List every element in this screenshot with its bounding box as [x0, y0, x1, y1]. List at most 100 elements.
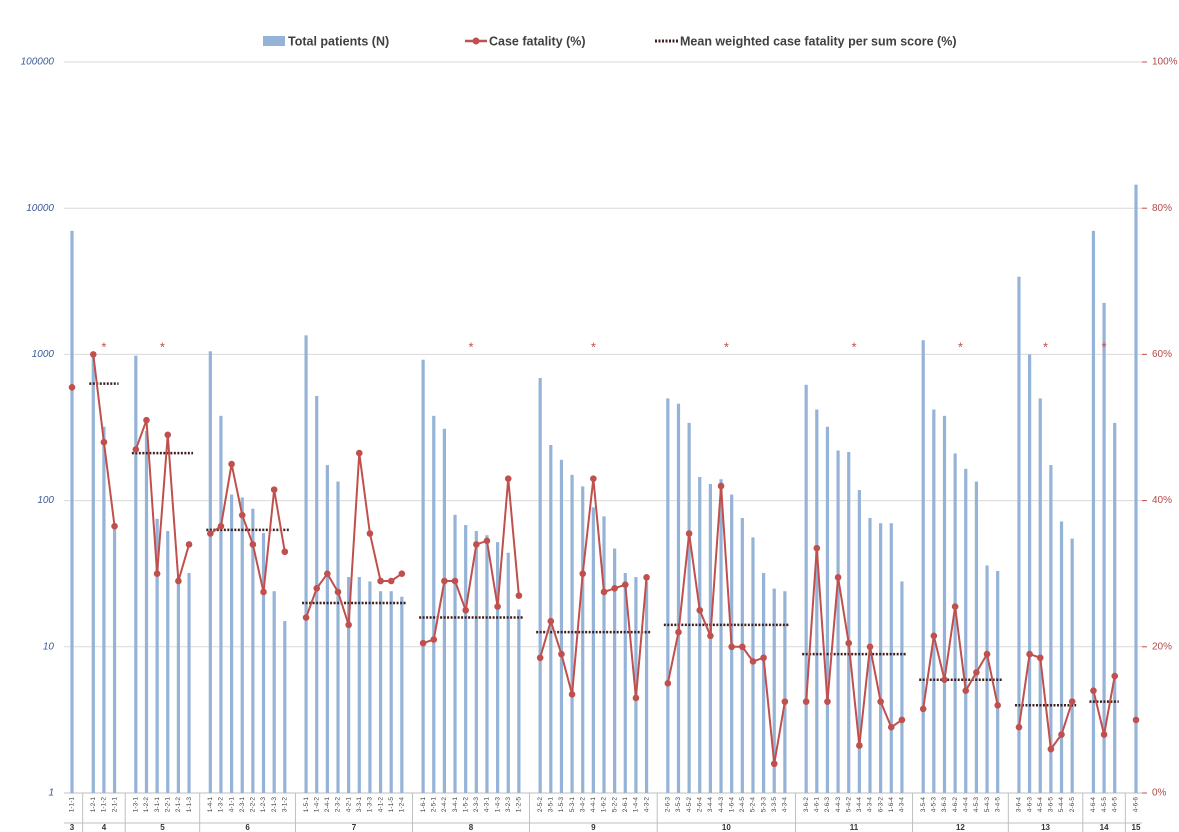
group-label: 12 — [956, 823, 965, 832]
x-tick-label: 1-1-1 — [69, 797, 76, 813]
fatality-point — [334, 588, 342, 596]
group-label: 4 — [102, 823, 107, 832]
fatality-point — [132, 446, 140, 453]
fatality-point — [89, 351, 97, 358]
x-tick-label: 1-4-1 — [207, 797, 214, 813]
y-tick-label: 100 — [37, 495, 54, 506]
bar — [996, 570, 1000, 793]
bar — [602, 516, 606, 793]
fatality-point — [398, 570, 406, 577]
fatality-point — [366, 530, 374, 537]
bar — [102, 426, 106, 793]
x-tick-label: 4-3-2 — [643, 797, 650, 813]
x-tick-label: 2-1-2 — [175, 797, 182, 813]
fatality-point — [973, 669, 980, 676]
x-tick-label: 4-3-4 — [782, 797, 789, 813]
x-tick-label: 3-6-4 — [1016, 797, 1023, 813]
fatality-point — [355, 449, 363, 457]
bar — [496, 542, 500, 793]
x-tick-label: 4-6-3 — [1026, 797, 1033, 813]
fatality-point — [462, 606, 469, 614]
fatality-point — [632, 694, 640, 702]
group-label: 7 — [352, 823, 357, 832]
fatality-point — [834, 574, 842, 581]
fatality-point — [1026, 650, 1033, 658]
fatality-line — [134, 419, 191, 582]
x-tick-label: 1-1-3 — [186, 797, 193, 813]
group-label: 9 — [591, 823, 596, 832]
x-tick-label: 2-5-1 — [430, 797, 437, 813]
fatality-point — [813, 544, 821, 552]
bar — [517, 609, 521, 793]
x-tick-label: 4-4-4 — [962, 797, 969, 813]
y-tick-label: 100000 — [21, 57, 55, 68]
fatality-point — [590, 475, 597, 482]
y-tick-label: 10000 — [26, 203, 54, 214]
x-tick-label: 2-3-1 — [239, 797, 246, 813]
significance-mark: * — [591, 339, 596, 354]
bar — [464, 525, 468, 793]
fatality-point — [345, 621, 352, 629]
fatality-point — [185, 541, 193, 548]
x-tick-label: 2-4-1 — [324, 797, 331, 813]
fatality-point — [962, 687, 970, 694]
fatality-point — [898, 716, 906, 724]
x-tick-label: 3-4-2 — [579, 797, 586, 813]
x-tick-label: 4-5-5 — [1101, 797, 1108, 813]
bar — [740, 518, 744, 793]
significance-mark: * — [852, 339, 857, 354]
bar — [676, 403, 681, 793]
bar — [166, 530, 170, 793]
bar — [889, 523, 893, 793]
x-tick-label: 5-4-2 — [845, 797, 852, 813]
fatality-line — [209, 463, 286, 593]
fatality-point — [919, 705, 927, 713]
bar — [974, 481, 978, 793]
fatality-point — [260, 588, 267, 596]
bar — [1059, 521, 1064, 793]
x-tick-label: 4-6-2 — [952, 797, 959, 813]
bar — [953, 453, 957, 793]
fatality-point — [313, 585, 321, 592]
fatality-point — [302, 614, 310, 621]
x-tick-label: 4-5-4 — [1037, 797, 1044, 813]
x-tick-label: 1-6-1 — [420, 797, 427, 813]
bar — [932, 409, 936, 793]
fatality-point — [281, 548, 289, 556]
bar — [272, 591, 276, 793]
x-tick-label: 5-3-3 — [760, 797, 767, 813]
significance-mark: * — [468, 339, 473, 354]
bar — [613, 548, 617, 793]
x-tick-label: 2-4-5 — [739, 797, 746, 813]
fatality-point — [387, 577, 395, 585]
bar — [187, 572, 191, 793]
fatality-point — [824, 698, 831, 705]
x-tick-label: 4-4-3 — [835, 797, 842, 813]
x-tick-label: 3-5-1 — [548, 797, 555, 813]
x-tick-label: 4-3-1 — [484, 797, 491, 813]
bar — [623, 572, 627, 793]
bar — [432, 415, 436, 793]
bar — [1102, 302, 1106, 793]
x-tick-label: 3-3-5 — [771, 797, 778, 813]
bar — [1134, 184, 1138, 793]
bar — [1038, 398, 1042, 793]
fatality-point — [994, 701, 1001, 709]
bar — [687, 422, 691, 793]
group-label: 11 — [850, 823, 859, 832]
bar — [506, 552, 510, 793]
x-tick-label: 2-1-1 — [111, 797, 118, 813]
x-tick-label: 2-2-2 — [250, 797, 257, 813]
fatality-point — [558, 650, 565, 658]
fatality-line — [1017, 652, 1074, 752]
fatality-point — [324, 570, 331, 577]
x-tick-label: 5-4-4 — [1058, 797, 1065, 813]
x-tick-label: 5-2-4 — [750, 797, 757, 813]
x-tick-label: 4-6-5 — [1111, 797, 1118, 813]
legend-label: Case fatality (%) — [489, 34, 586, 48]
fatality-point — [228, 460, 235, 468]
fatality-line — [422, 478, 520, 645]
x-tick-label: 4-3-4 — [899, 797, 906, 813]
y2-tick-label: 20% — [1152, 641, 1172, 652]
bar — [368, 581, 372, 793]
